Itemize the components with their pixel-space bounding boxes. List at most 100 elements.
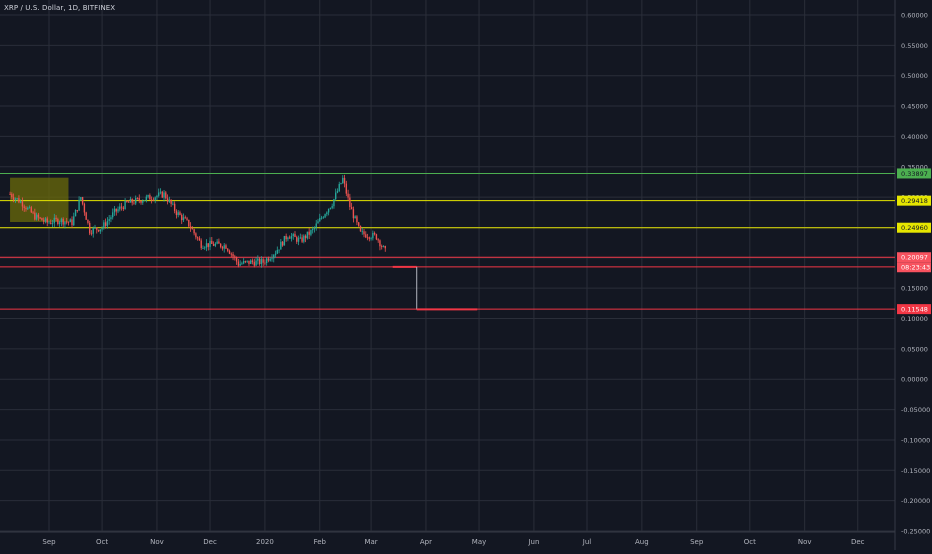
- x-tick-label: Oct: [96, 538, 108, 546]
- candle-body: [264, 262, 266, 264]
- candle-body: [381, 246, 383, 248]
- candle-body: [356, 216, 358, 223]
- candle-body: [304, 235, 307, 239]
- candle-body: [223, 245, 225, 249]
- candle-body: [165, 192, 167, 199]
- candle-body: [253, 262, 255, 266]
- candle-body: [58, 222, 61, 224]
- candle-body: [319, 218, 321, 222]
- candle-body: [90, 233, 93, 235]
- candle-body: [34, 212, 36, 220]
- candle-body: [108, 219, 110, 221]
- candle-body: [11, 194, 13, 198]
- candle-body: [216, 241, 218, 244]
- x-tick-label: May: [472, 538, 486, 546]
- candle-body: [368, 237, 371, 239]
- candle-body: [384, 245, 386, 249]
- candle-body: [262, 259, 264, 263]
- candle-body: [112, 212, 114, 218]
- candle-body: [135, 198, 137, 204]
- candle-body: [299, 237, 302, 239]
- candle-body: [292, 234, 294, 237]
- candle-body: [280, 241, 282, 250]
- candle-body: [126, 200, 128, 202]
- candle-body: [152, 199, 155, 201]
- candle-body: [156, 195, 158, 198]
- x-tick-label: 2020: [256, 538, 274, 546]
- x-tick-label: Nov: [798, 538, 812, 546]
- candle-body: [329, 207, 332, 209]
- candle-body: [258, 258, 261, 265]
- candle-body: [365, 234, 367, 238]
- candle-body: [273, 255, 275, 259]
- candle-body: [124, 200, 126, 210]
- y-tick-label: -0.10000: [901, 436, 930, 444]
- level-price-label-bg: [897, 304, 931, 315]
- candle-body: [53, 217, 56, 224]
- candle-body: [136, 198, 139, 199]
- candle-body: [30, 207, 33, 213]
- candle-body: [294, 234, 296, 238]
- y-tick-label: 0.00000: [901, 376, 928, 384]
- candle-body: [235, 257, 238, 262]
- y-tick-label: -0.25000: [901, 528, 930, 536]
- candle-body: [189, 226, 192, 229]
- candle-body: [138, 198, 140, 201]
- candle-body: [71, 219, 73, 226]
- candle-body: [106, 220, 109, 226]
- level-price-label-bg: [897, 168, 931, 179]
- candle-body: [97, 229, 100, 232]
- candle-body: [161, 191, 163, 198]
- candle-body: [87, 219, 89, 223]
- x-tick-label: Jul: [582, 538, 592, 546]
- candle-body: [287, 237, 289, 240]
- candle-body: [306, 231, 309, 239]
- candle-body: [303, 235, 305, 242]
- level-price-label-bg: [897, 252, 931, 263]
- y-tick-label: 0.40000: [901, 133, 928, 141]
- y-tick-label: 0.55000: [901, 42, 928, 50]
- candle-body: [69, 219, 71, 223]
- x-tick-label: Oct: [744, 538, 756, 546]
- level-price-label: 0.20097: [901, 254, 928, 262]
- y-tick-label: 0.15000: [901, 285, 928, 293]
- candle-body: [27, 207, 29, 210]
- candle-body: [48, 222, 50, 224]
- y-tick-label: 0.35000: [901, 163, 928, 171]
- candle-body: [94, 227, 96, 229]
- candle-body: [267, 258, 270, 261]
- candle-body: [129, 198, 132, 203]
- y-tick-label: -0.05000: [901, 406, 930, 414]
- highlight-box: [10, 177, 69, 223]
- x-tick-label: Apr: [420, 538, 432, 546]
- candle-body: [177, 212, 179, 216]
- candle-body: [274, 253, 277, 256]
- candle-body: [218, 241, 220, 244]
- candle-body: [170, 199, 172, 204]
- x-tick-label: Jun: [527, 538, 539, 546]
- candle-body: [225, 245, 227, 249]
- candle-body: [350, 206, 353, 210]
- candle-body: [195, 233, 197, 238]
- candle-body: [313, 227, 316, 230]
- candle-body: [42, 220, 45, 222]
- candle-body: [21, 201, 24, 207]
- candle-body: [44, 218, 47, 222]
- candle-body: [131, 198, 133, 203]
- candle-body: [211, 240, 213, 244]
- candle-body: [96, 227, 98, 230]
- candle-body: [41, 218, 43, 221]
- candle-body: [186, 218, 188, 220]
- level-price-label: 0.24960: [901, 224, 928, 232]
- level-price-label: 0.11548: [901, 306, 928, 314]
- candle-body: [265, 258, 268, 264]
- candle-body: [285, 235, 287, 240]
- candle-body: [122, 207, 125, 210]
- candle-body: [80, 197, 82, 200]
- candle-body: [172, 203, 174, 205]
- candle-body: [115, 208, 117, 212]
- candle-body: [276, 250, 278, 254]
